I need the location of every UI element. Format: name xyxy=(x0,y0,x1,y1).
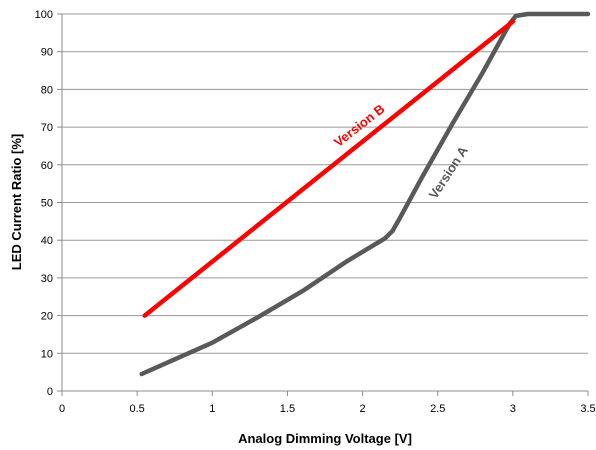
y-tick-label: 40 xyxy=(41,235,53,247)
x-tick-label: 1 xyxy=(209,403,215,415)
x-axis-title: Analog Dimming Voltage [V] xyxy=(238,431,412,446)
y-tick-label: 70 xyxy=(41,122,53,134)
series-lines xyxy=(139,11,591,377)
x-tick-label: 3.5 xyxy=(580,403,595,415)
axes xyxy=(57,13,589,396)
series-line-version-a xyxy=(139,11,591,377)
x-tick-label: 3 xyxy=(510,403,516,415)
y-tick-label: 30 xyxy=(41,273,53,285)
y-tick-label: 60 xyxy=(41,160,53,172)
series-label-version-a: Version A xyxy=(426,143,471,202)
series-line-version-b xyxy=(142,19,516,318)
x-tick-label: 2 xyxy=(360,403,366,415)
y-tick-label: 50 xyxy=(41,198,53,210)
x-tick-labels: 0 0.5 1 1.5 2 2.5 3 3.5 xyxy=(59,403,596,415)
y-tick-label: 80 xyxy=(41,84,53,96)
y-tick-label: 10 xyxy=(41,348,53,360)
y-tick-label: 20 xyxy=(41,311,53,323)
gridlines xyxy=(62,13,588,354)
y-tick-label: 100 xyxy=(35,9,53,21)
y-tick-label: 0 xyxy=(47,386,53,398)
y-axis-title: LED Current Ratio [%] xyxy=(9,134,24,271)
x-tick-label: 2.5 xyxy=(430,403,445,415)
x-tick-label: 0.5 xyxy=(129,403,144,415)
x-tick-label: 1.5 xyxy=(280,403,295,415)
x-tick-label: 0 xyxy=(59,403,65,415)
y-tick-label: 90 xyxy=(41,47,53,59)
y-tick-labels: 0 10 20 30 40 50 60 70 80 90 100 xyxy=(35,9,53,398)
